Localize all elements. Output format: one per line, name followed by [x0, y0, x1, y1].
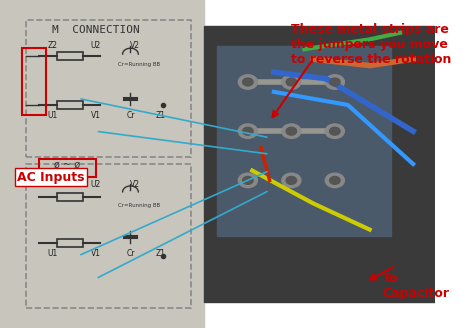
Text: Z1: Z1 — [156, 249, 166, 258]
Bar — [56, 239, 82, 247]
Text: These metal strips are
the jumpers you move
to reverse the rotation: These metal strips are the jumpers you m… — [292, 23, 452, 66]
Circle shape — [238, 173, 257, 188]
Bar — [218, 46, 392, 236]
Circle shape — [325, 173, 345, 188]
Circle shape — [286, 176, 297, 184]
Circle shape — [238, 124, 257, 138]
Text: Cr: Cr — [126, 249, 135, 258]
Text: U2: U2 — [91, 41, 101, 50]
Text: U2: U2 — [91, 180, 101, 189]
Circle shape — [286, 127, 297, 135]
Circle shape — [286, 78, 297, 86]
Bar — [204, 26, 435, 302]
Text: ø ~ ø: ø ~ ø — [55, 159, 81, 169]
Text: Cr=Running BB: Cr=Running BB — [118, 203, 160, 208]
Text: V2: V2 — [130, 180, 140, 189]
Bar — [39, 159, 96, 177]
Circle shape — [325, 75, 345, 89]
Text: U1: U1 — [47, 249, 57, 258]
Text: Z1: Z1 — [156, 111, 166, 120]
Text: Cr=Running BB: Cr=Running BB — [118, 62, 160, 67]
Text: To
Capacitor: To Capacitor — [383, 272, 450, 300]
Text: V2: V2 — [130, 41, 140, 50]
Bar — [22, 48, 46, 115]
Circle shape — [325, 124, 345, 138]
Circle shape — [243, 78, 253, 86]
Circle shape — [329, 127, 340, 135]
Bar — [56, 193, 82, 201]
Text: Z2: Z2 — [47, 41, 57, 50]
Text: Cr: Cr — [126, 111, 135, 120]
Text: M  CONNECTION: M CONNECTION — [52, 25, 139, 34]
Text: V1: V1 — [91, 249, 100, 258]
Circle shape — [243, 176, 253, 184]
Circle shape — [282, 75, 301, 89]
Text: Z2: Z2 — [47, 180, 57, 189]
Circle shape — [329, 78, 340, 86]
Text: V1: V1 — [91, 111, 100, 120]
Circle shape — [282, 173, 301, 188]
Bar — [56, 101, 82, 109]
Bar — [0, 0, 204, 328]
Circle shape — [238, 75, 257, 89]
Circle shape — [243, 127, 253, 135]
Bar — [56, 52, 82, 60]
Circle shape — [329, 176, 340, 184]
Circle shape — [282, 124, 301, 138]
Text: U1: U1 — [47, 111, 57, 120]
Text: AC Inputs: AC Inputs — [18, 171, 85, 184]
